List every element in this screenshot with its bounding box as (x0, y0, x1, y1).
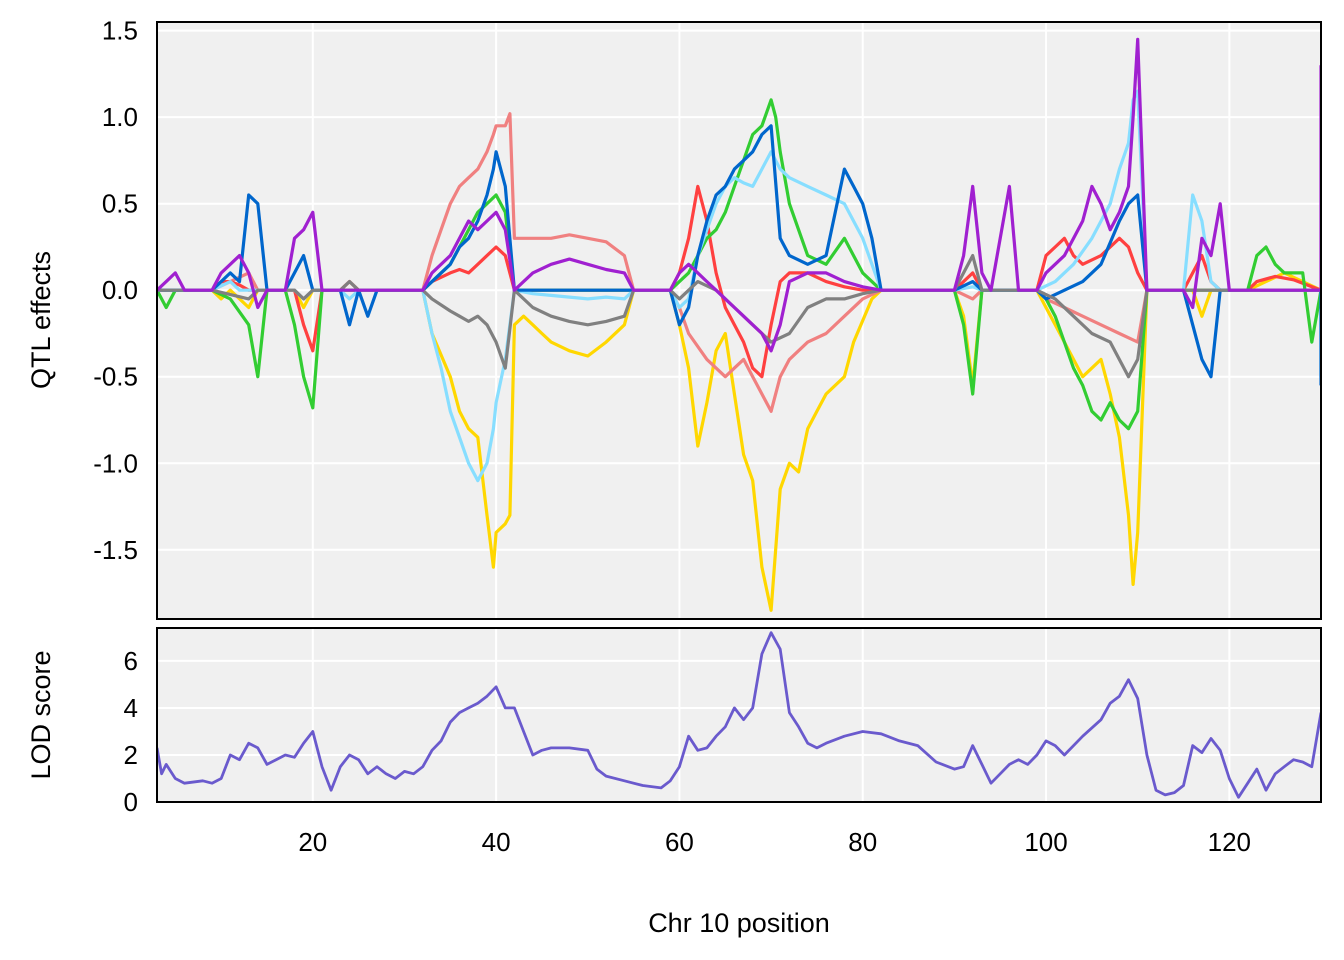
effects-y-tick-label: 1.5 (102, 16, 138, 46)
x-tick-labels: 20 40 60 80 100 120 (298, 827, 1251, 857)
effects-y-tick-label: -1.0 (93, 448, 138, 478)
effects-series-group (157, 37, 1321, 612)
x-tick-label: 60 (665, 827, 694, 857)
effects-series-line-4 (157, 89, 1321, 483)
effects-series-line-3 (157, 98, 1321, 431)
lod-y-tick-label: 6 (124, 646, 138, 676)
effects-y-tick-label: 1.0 (102, 102, 138, 132)
x-tick-label: 100 (1024, 827, 1067, 857)
effects-y-tick-label: -1.5 (93, 535, 138, 565)
lod-y-tick-label: 2 (124, 740, 138, 770)
x-tick-label: 120 (1208, 827, 1251, 857)
lod-y-tick-label: 0 (124, 787, 138, 817)
effects-y-tick-label: 0.5 (102, 189, 138, 219)
x-tick-label: 80 (848, 827, 877, 857)
lod-y-axis-title: LOD score (26, 650, 56, 779)
effects-panel-frame (156, 21, 1322, 620)
effects-y-axis-title: QTL effects (26, 251, 56, 389)
effects-y-tick-label: 0.0 (102, 275, 138, 305)
effects-grid (157, 22, 1321, 619)
lod-panel-frame (156, 627, 1322, 803)
x-tick-label: 20 (298, 827, 327, 857)
lod-y-tick-label: 4 (124, 693, 138, 723)
lod-series-group (157, 631, 1321, 799)
effects-series-line-7 (157, 37, 1321, 353)
x-tick-label: 40 (482, 827, 511, 857)
effects-y-tick-label: -0.5 (93, 362, 138, 392)
lod-series-line-0 (157, 631, 1321, 799)
x-axis-title: Chr 10 position (648, 908, 830, 938)
effects-series-line-6 (157, 254, 1321, 379)
effects-series-line-0 (157, 271, 1321, 612)
lod-y-tick-labels: 0 2 4 6 (124, 646, 138, 817)
effects-y-tick-labels: 1.5 1.0 0.5 0.0 -0.5 -1.0 -1.5 (93, 16, 138, 565)
